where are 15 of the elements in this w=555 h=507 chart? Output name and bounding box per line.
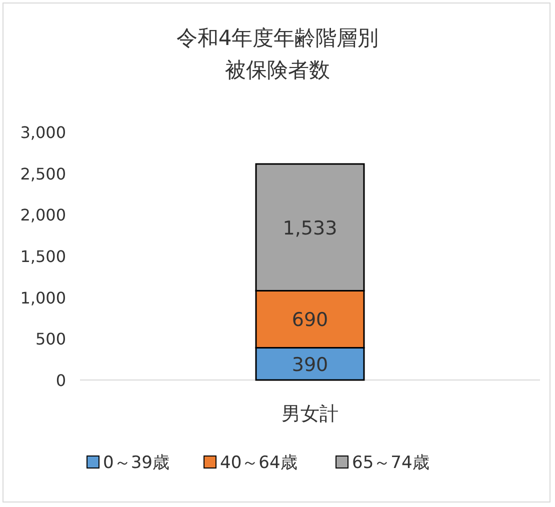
data-label: 690 (292, 309, 328, 332)
y-tick-label: 1,500 (20, 247, 66, 266)
legend-label: 65～74歳 (352, 453, 430, 473)
y-tick-label: 2,000 (20, 206, 66, 225)
x-tick-label: 男女計 (282, 403, 338, 425)
y-tick-label: 2,500 (20, 164, 66, 184)
y-tick-label: 1,000 (20, 288, 66, 308)
y-tick-label: 0 (56, 371, 66, 390)
y-tick-label: 3,000 (20, 123, 66, 142)
legend-label: 0～39歳 (103, 453, 170, 473)
legend-label: 40～64歳 (220, 453, 298, 473)
data-label: 390 (292, 354, 328, 376)
title: 令和4年度年齢階層別被保険者数 (175, 25, 380, 84)
y-tick-label: 500 (35, 330, 66, 349)
data-label: 1,533 (282, 217, 338, 240)
